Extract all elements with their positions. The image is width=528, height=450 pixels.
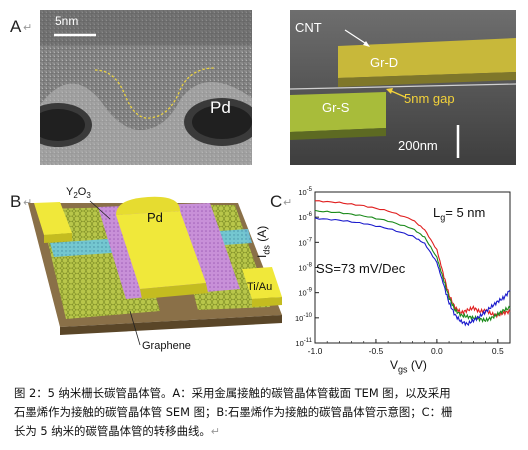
ss-annotation: SS=73 mV/Dec — [316, 261, 406, 276]
sem-drain-label: Gr-D — [370, 55, 399, 70]
sem-source-label: Gr-S — [322, 100, 350, 115]
contact-left — [34, 202, 72, 235]
series-line-2 — [314, 217, 511, 327]
sem-scale-label: 200nm — [398, 138, 438, 153]
x-tick-label: -0.5 — [369, 346, 384, 356]
oxide-label: Y2O3 — [66, 186, 91, 201]
panel-c-letter: C — [270, 192, 283, 211]
x-tick-label: 0.5 — [492, 346, 504, 356]
transfer-curve-chart: -1.0 -0.5 0.0 0.5 10-5 10-6 10-7 10-8 10-9 10-10 1… — [295, 187, 511, 356]
sem-cnt-label: CNT — [295, 20, 322, 35]
y-tick-label: 10-7 — [298, 237, 312, 247]
return-mark: ↵ — [283, 196, 293, 209]
gate-electrode — [116, 211, 206, 289]
panel-a-letter: A — [10, 17, 22, 36]
tem-pd-label: Pd — [210, 98, 231, 117]
series-line-1 — [314, 209, 511, 323]
series-line-0 — [314, 200, 511, 319]
y-tick-label: 10-10 — [295, 313, 313, 323]
graphene-label: Graphene — [142, 340, 191, 352]
tem-image — [40, 10, 252, 165]
return-mark: ↵ — [23, 196, 33, 209]
y-tick-label: 10-6 — [298, 212, 312, 222]
lg-annotation: Lg= 5 nm — [433, 205, 486, 223]
caption-line-2: 石墨烯作为接触的碳管晶体管 SEM 图；B:石墨烯作为接触的碳管晶体管示意图；C… — [14, 405, 453, 419]
figure-caption: 图 2：5 纳米栅长碳管晶体管。A：采用金属接触的碳管晶体管截面 TEM 图，以… — [14, 384, 519, 441]
y-tick-label: 10-9 — [298, 288, 312, 298]
y-tick-label: 10-8 — [298, 263, 312, 273]
x-tick-label: 0.0 — [431, 346, 443, 356]
y-axis-label: Ids (A) — [255, 225, 272, 258]
y-tick-label: 10-11 — [295, 338, 312, 348]
contact-right — [242, 267, 282, 299]
panel-b-letter: B — [10, 192, 22, 211]
device-schematic — [28, 196, 282, 346]
gate-label: Pd — [147, 210, 163, 225]
sem-gap-label: 5nm gap — [404, 91, 455, 106]
contact-label: Ti/Au — [247, 281, 273, 293]
graphene-drain — [338, 38, 516, 78]
cnt-line — [290, 83, 516, 90]
caption-line-1: 图 2：5 纳米栅长碳管晶体管。A：采用金属接触的碳管晶体管截面 TEM 图，以… — [14, 386, 451, 400]
x-tick-label: -1.0 — [308, 346, 323, 356]
sem-image — [290, 10, 516, 165]
y-tick-label: 10-5 — [298, 187, 312, 197]
channel-outline — [94, 67, 216, 119]
tem-scale-label: 5nm — [55, 14, 79, 28]
x-axis-label: Vgs (V) — [390, 358, 427, 375]
graphene-source — [290, 92, 386, 132]
caption-line-3: 长为 5 纳米的碳管晶体管的转移曲线。↵ — [14, 424, 220, 438]
return-mark: ↵ — [210, 425, 220, 438]
return-mark: ↵ — [23, 21, 33, 34]
